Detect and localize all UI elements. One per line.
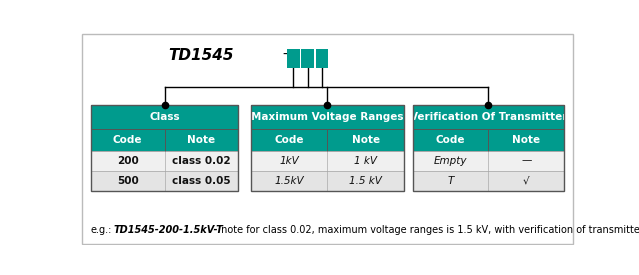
Bar: [91, 170, 238, 191]
Bar: [250, 105, 404, 191]
Text: 1.5 kV: 1.5 kV: [350, 176, 382, 186]
Text: Note: Note: [352, 135, 380, 145]
Text: class 0.05: class 0.05: [172, 176, 231, 186]
Bar: [91, 105, 238, 191]
Text: Empty: Empty: [434, 156, 467, 166]
Bar: [250, 150, 404, 170]
Text: 200: 200: [117, 156, 139, 166]
Text: TD1545-200-1.5kV-T: TD1545-200-1.5kV-T: [114, 225, 223, 235]
Text: Note: Note: [512, 135, 541, 145]
Text: Code: Code: [113, 135, 142, 145]
Bar: [250, 170, 404, 191]
Text: Code: Code: [274, 135, 304, 145]
Bar: [301, 49, 314, 68]
Text: 1kV: 1kV: [279, 156, 299, 166]
Text: class 0.02: class 0.02: [172, 156, 231, 166]
Text: –: –: [282, 48, 289, 62]
Bar: [413, 150, 564, 170]
Text: Code: Code: [436, 135, 465, 145]
Text: TD1545: TD1545: [168, 48, 233, 63]
Bar: [413, 129, 564, 150]
Bar: [413, 105, 564, 191]
Text: T: T: [447, 176, 454, 186]
Bar: [316, 49, 328, 68]
Bar: [250, 105, 404, 129]
Text: Class: Class: [150, 112, 180, 122]
Bar: [413, 170, 564, 191]
Bar: [91, 150, 238, 170]
Bar: [287, 49, 300, 68]
Bar: [91, 129, 238, 150]
Text: 1.5kV: 1.5kV: [274, 176, 304, 186]
Bar: [413, 105, 564, 129]
Text: Note: Note: [187, 135, 215, 145]
Text: Verification Of Transmitter: Verification Of Transmitter: [410, 112, 567, 122]
Bar: [91, 105, 238, 129]
Text: e.g.:: e.g.:: [91, 225, 112, 235]
Text: note for class 0.02, maximum voltage ranges is 1.5 kV, with verification of tran: note for class 0.02, maximum voltage ran…: [217, 225, 639, 235]
Text: 1 kV: 1 kV: [355, 156, 378, 166]
Text: 500: 500: [117, 176, 139, 186]
Text: —: —: [521, 156, 532, 166]
Bar: [250, 129, 404, 150]
Text: √: √: [523, 176, 530, 186]
Text: Maximum Voltage Ranges: Maximum Voltage Ranges: [251, 112, 404, 122]
